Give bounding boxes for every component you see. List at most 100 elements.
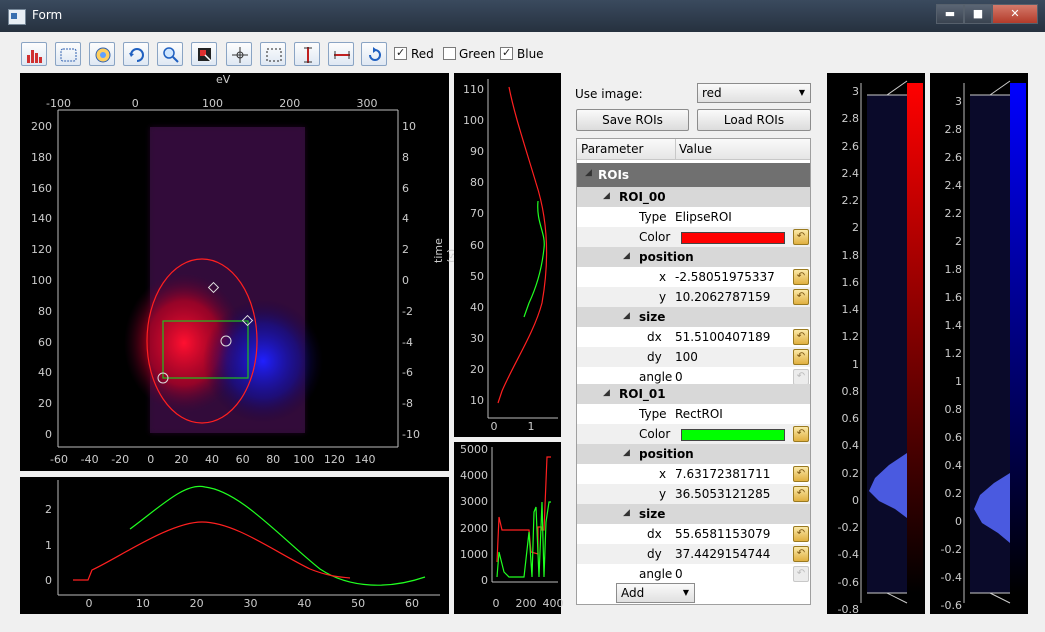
maximize-button[interactable]: ■ (964, 4, 992, 24)
size-dy-row[interactable]: dy 37.4429154744 ↶ (577, 544, 810, 564)
roi-group-row[interactable]: ◢ ROI_01 (577, 384, 810, 404)
color-button[interactable] (89, 42, 115, 66)
parameter-column-header[interactable]: Parameter (581, 142, 644, 156)
use-image-label: Use image: (575, 87, 643, 101)
crosshair-button[interactable] (226, 42, 252, 66)
color-swatch[interactable] (681, 429, 785, 441)
collapse-arrow-icon[interactable]: ◢ (623, 311, 630, 321)
histogram-icon (22, 43, 46, 65)
reset-default-icon[interactable]: ↶ (793, 486, 809, 502)
size-label: size (639, 507, 666, 521)
y-axis-tick: 20 (470, 362, 484, 376)
angle-value[interactable]: 0 (675, 370, 683, 384)
save-rois-button[interactable]: Save ROIs (576, 109, 689, 131)
left-axis-tick: 200 (31, 120, 52, 133)
left-axis-tick: 80 (38, 304, 52, 318)
red-checkbox[interactable] (394, 46, 407, 60)
angle-row[interactable]: angle 0 ↶ (577, 564, 810, 584)
type-value: RectROI (675, 407, 723, 421)
position-x-row[interactable]: x 7.63172381711 ↶ (577, 464, 810, 484)
intensity-plot[interactable]: 5000 4000 3000 2000 1000 0 0 200 400 (454, 442, 564, 614)
position-group-row[interactable]: ◢ position (577, 247, 810, 267)
image-plot[interactable]: eV time (s) -100 0 100 200 300 200 180 160 140 12… (20, 73, 458, 471)
collapse-arrow-icon[interactable]: ◢ (603, 191, 610, 201)
collapse-arrow-icon[interactable]: ◢ (585, 168, 592, 178)
collapse-arrow-icon[interactable]: ◢ (623, 251, 630, 261)
position-y-row[interactable]: y 36.5053121285 ↶ (577, 484, 810, 504)
x-label: x (659, 270, 667, 284)
value-column-header[interactable]: Value (679, 142, 712, 156)
position-group-row[interactable]: ◢ position (577, 444, 810, 464)
green-side-curve (523, 200, 545, 318)
size-dy-row[interactable]: dy 100 ↶ (577, 347, 810, 367)
y-value[interactable]: 36.5053121285 (675, 487, 771, 501)
y-value[interactable]: 10.2062787159 (675, 290, 771, 304)
position-y-row[interactable]: y 10.2062787159 ↶ (577, 287, 810, 307)
side-profile-plot[interactable]: 110 100 90 80 70 60 50 40 30 20 10 0 1 (454, 73, 561, 437)
reset-default-icon[interactable]: ↶ (793, 526, 809, 542)
reset-default-icon[interactable]: ↶ (793, 289, 809, 305)
dx-value[interactable]: 51.5100407189 (675, 330, 771, 344)
minimize-button[interactable]: ▬ (936, 4, 964, 24)
zoom-button[interactable] (157, 42, 183, 66)
blue-histogram-fill (974, 473, 1010, 543)
rois-group-row[interactable]: ◢ ROIs (577, 163, 810, 187)
image-select-button[interactable] (191, 42, 217, 66)
blue-checkbox[interactable] (500, 46, 513, 60)
reset-button[interactable] (361, 42, 387, 66)
size-dx-row[interactable]: dx 55.6581153079 ↶ (577, 524, 810, 544)
roi-type-row[interactable]: Type RectROI (577, 404, 810, 424)
green-checkbox[interactable] (443, 47, 456, 60)
roi-group-row[interactable]: ◢ ROI_00 (577, 187, 810, 207)
size-dx-row[interactable]: dx 51.5100407189 ↶ (577, 327, 810, 347)
reset-default-icon[interactable]: ↶ (793, 269, 809, 285)
reset-default-icon[interactable]: ↶ (793, 329, 809, 345)
bottom-axis-tick: 120 (323, 453, 345, 466)
reset-default-icon[interactable]: ↶ (793, 466, 809, 482)
collapse-arrow-icon[interactable]: ◢ (623, 508, 630, 518)
reset-default-icon[interactable]: ↶ (793, 546, 809, 562)
horizontal-range-button[interactable] (328, 42, 354, 66)
histogram-tick: 0.4 (944, 459, 963, 472)
red-histogram-panel[interactable]: 3 2.8 2.6 2.4 2.2 2 1.8 1.6 1.4 1.2 1 0.8 0.6 0.4 0.2 0… (827, 73, 925, 616)
bottom-profile-plot[interactable]: 2 1 0 0 10 20 30 40 50 60 (20, 477, 449, 614)
load-rois-button[interactable]: Load ROIs (697, 109, 811, 131)
histogram-tick: -0.4 (837, 548, 859, 562)
x-value[interactable]: 7.63172381711 (675, 467, 771, 481)
x-axis-tick: 60 (405, 597, 419, 610)
reset-default-icon[interactable]: ↶ (793, 229, 809, 245)
position-x-row[interactable]: x -2.58051975337 ↶ (577, 267, 810, 287)
red-side-curve (497, 86, 548, 404)
y-axis-tick: 0 (481, 574, 488, 587)
close-button[interactable]: ✕ (992, 4, 1038, 24)
angle-label: angle (639, 370, 673, 384)
add-roi-select[interactable]: Add (616, 583, 695, 603)
roi-color-row[interactable]: Color ↶ (577, 424, 810, 444)
color-swatch[interactable] (681, 232, 785, 244)
roi-parameter-tree[interactable]: Parameter Value ◢ ROIs ◢ ROI_00 Type Elipse… (576, 138, 811, 605)
y-axis-tick: 40 (470, 300, 484, 314)
dy-value[interactable]: 37.4429154744 (675, 547, 771, 561)
reset-default-icon[interactable]: ↶ (793, 426, 809, 442)
reset-default-icon[interactable]: ↶ (793, 349, 809, 365)
collapse-arrow-icon[interactable]: ◢ (603, 388, 610, 398)
x-value[interactable]: -2.58051975337 (675, 270, 775, 284)
region-button[interactable] (260, 42, 286, 66)
roi-color-row[interactable]: Color ↶ (577, 227, 810, 247)
dx-value[interactable]: 55.6581153079 (675, 527, 771, 541)
size-group-row[interactable]: ◢ size (577, 504, 810, 524)
vertical-range-button[interactable] (294, 42, 320, 66)
angle-row[interactable]: angle 0 ↶ (577, 367, 810, 387)
left-axis-tick: 20 (38, 397, 52, 411)
roi-type-row[interactable]: Type ElipseROI (577, 207, 810, 227)
histogram-tick: 2.2 (944, 207, 963, 220)
refresh-button[interactable] (123, 42, 149, 66)
size-group-row[interactable]: ◢ size (577, 307, 810, 327)
angle-value[interactable]: 0 (675, 567, 683, 581)
blue-histogram-panel[interactable]: 3 2.8 2.6 2.4 2.2 2 1.8 1.6 1.4 1.2 1 0.8 0.6 0.4 0.2 0… (930, 73, 1028, 614)
histogram-button[interactable] (21, 42, 47, 66)
roi-rect-button[interactable] (55, 42, 81, 66)
dy-value[interactable]: 100 (675, 350, 698, 364)
collapse-arrow-icon[interactable]: ◢ (623, 448, 630, 458)
use-image-select[interactable]: red (697, 83, 811, 103)
